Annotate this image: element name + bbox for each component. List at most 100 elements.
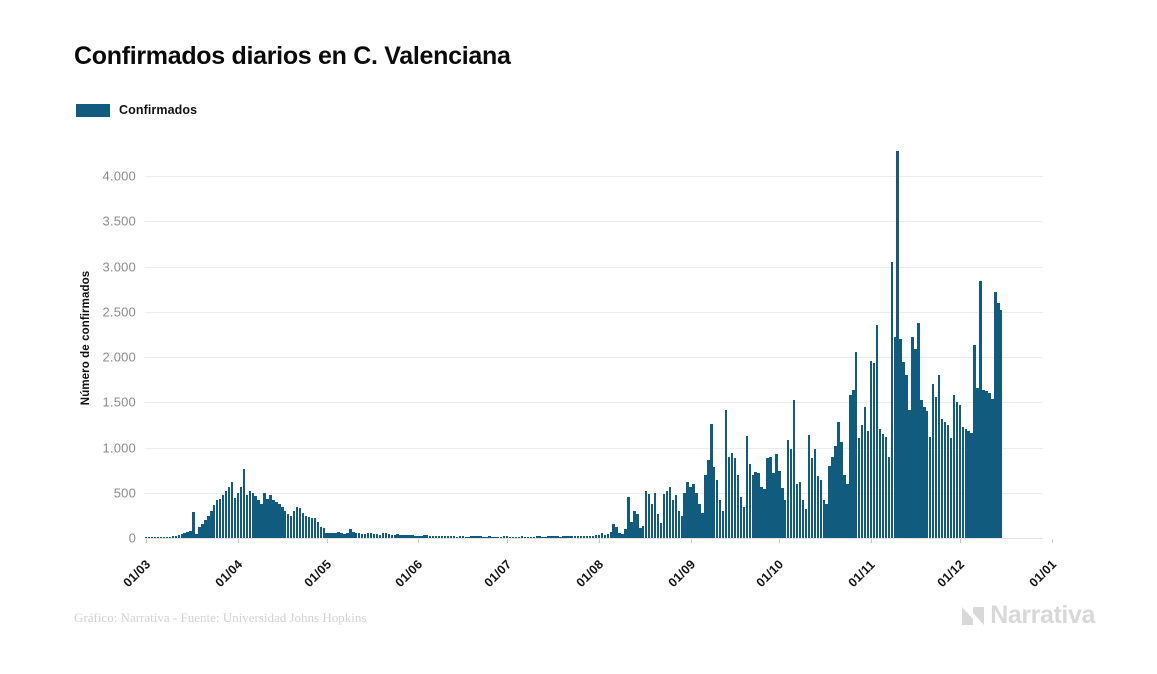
bar[interactable]	[716, 480, 719, 538]
bar[interactable]	[846, 483, 849, 538]
bar[interactable]	[798, 481, 802, 538]
bar[interactable]	[574, 536, 577, 538]
bar[interactable]	[985, 391, 988, 538]
bar[interactable]	[795, 483, 799, 538]
bar[interactable]	[254, 496, 257, 538]
bar[interactable]	[257, 500, 260, 538]
bar[interactable]	[866, 431, 870, 538]
bar[interactable]	[899, 338, 902, 538]
bar[interactable]	[852, 389, 855, 538]
bar[interactable]	[872, 363, 876, 538]
bar[interactable]	[914, 348, 917, 538]
bar[interactable]	[461, 536, 464, 538]
bar[interactable]	[636, 513, 639, 538]
bar[interactable]	[396, 534, 399, 538]
bar[interactable]	[171, 536, 175, 538]
bar[interactable]	[893, 337, 896, 538]
bar[interactable]	[322, 528, 325, 538]
bar[interactable]	[642, 526, 645, 538]
bar[interactable]	[745, 435, 749, 538]
bar[interactable]	[813, 449, 817, 538]
bar[interactable]	[340, 532, 343, 538]
bar[interactable]	[189, 530, 192, 538]
bar[interactable]	[378, 534, 382, 538]
bar[interactable]	[878, 429, 882, 538]
bar[interactable]	[159, 537, 163, 538]
bar[interactable]	[420, 536, 423, 538]
bar[interactable]	[710, 423, 713, 538]
bar[interactable]	[417, 535, 420, 538]
bar[interactable]	[295, 507, 299, 538]
bar[interactable]	[304, 516, 308, 538]
bar[interactable]	[372, 533, 376, 538]
bar[interactable]	[405, 535, 408, 538]
bar[interactable]	[760, 487, 763, 538]
bar[interactable]	[822, 500, 825, 538]
bar[interactable]	[349, 529, 352, 538]
bar[interactable]	[707, 460, 710, 538]
bar[interactable]	[325, 532, 328, 538]
bar[interactable]	[917, 322, 920, 538]
bar[interactable]	[207, 516, 210, 538]
bar[interactable]	[721, 510, 725, 538]
bar[interactable]	[597, 535, 601, 538]
bar[interactable]	[976, 387, 979, 538]
bar[interactable]	[313, 518, 317, 538]
bar[interactable]	[843, 474, 846, 538]
bar[interactable]	[467, 536, 470, 538]
bar[interactable]	[260, 503, 263, 538]
bar[interactable]	[668, 487, 672, 538]
bar[interactable]	[559, 536, 562, 538]
bar[interactable]	[275, 501, 278, 538]
bar[interactable]	[192, 511, 195, 538]
bar[interactable]	[230, 481, 234, 538]
bar[interactable]	[210, 510, 213, 538]
bar[interactable]	[381, 533, 385, 538]
bar[interactable]	[251, 492, 254, 538]
bar[interactable]	[929, 436, 932, 538]
bar[interactable]	[849, 395, 852, 538]
bar[interactable]	[742, 507, 746, 538]
bar[interactable]	[630, 521, 633, 538]
bar[interactable]	[366, 532, 370, 538]
bar[interactable]	[653, 492, 657, 538]
bar[interactable]	[603, 535, 606, 538]
bar[interactable]	[724, 410, 728, 538]
bar[interactable]	[576, 536, 580, 538]
bar[interactable]	[505, 536, 509, 538]
bar[interactable]	[665, 490, 669, 538]
bar[interactable]	[997, 302, 1000, 538]
bar[interactable]	[287, 514, 290, 538]
bar[interactable]	[443, 535, 447, 538]
bar[interactable]	[967, 431, 970, 538]
bar[interactable]	[958, 404, 962, 538]
bar[interactable]	[751, 474, 754, 538]
bar[interactable]	[168, 536, 172, 538]
bar[interactable]	[748, 463, 751, 538]
bar[interactable]	[615, 527, 618, 538]
bar[interactable]	[508, 536, 512, 538]
bar[interactable]	[328, 533, 331, 538]
bar[interactable]	[281, 507, 284, 538]
bar[interactable]	[464, 536, 467, 538]
bar[interactable]	[233, 498, 237, 538]
bar[interactable]	[331, 533, 334, 538]
bar[interactable]	[647, 493, 651, 538]
bar[interactable]	[147, 537, 151, 538]
bar[interactable]	[434, 536, 438, 538]
bar[interactable]	[585, 536, 589, 538]
bar[interactable]	[789, 449, 793, 538]
bar[interactable]	[284, 510, 287, 538]
bar[interactable]	[429, 535, 432, 538]
bar[interactable]	[221, 495, 225, 538]
bar[interactable]	[677, 510, 680, 538]
bar[interactable]	[517, 536, 521, 538]
bar[interactable]	[298, 508, 302, 538]
bar[interactable]	[704, 474, 707, 538]
bar[interactable]	[150, 537, 154, 538]
bar[interactable]	[908, 409, 911, 538]
bar[interactable]	[375, 534, 379, 538]
bar[interactable]	[201, 524, 204, 538]
bar[interactable]	[600, 532, 604, 538]
bar[interactable]	[819, 480, 822, 538]
